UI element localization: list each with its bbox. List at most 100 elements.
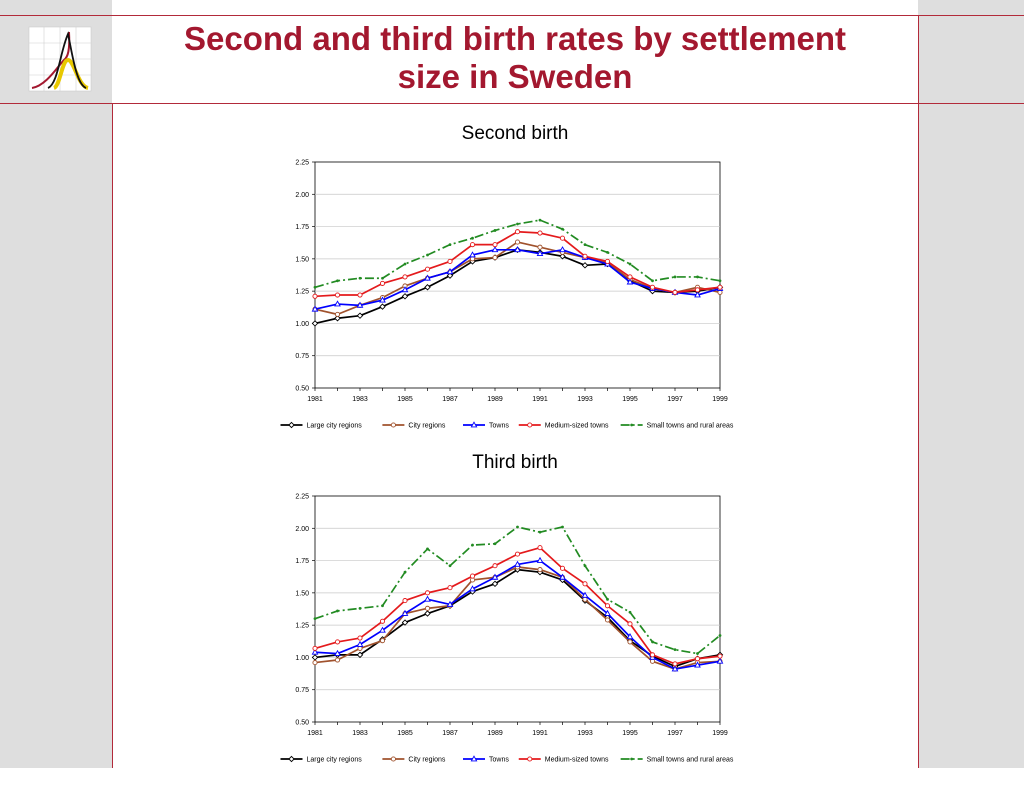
chart0-data-point-medium-sized-towns [379, 280, 386, 286]
chart0-data-point-medium-sized-towns [469, 242, 476, 248]
chart1-x-tick-label: 1999 [712, 730, 728, 737]
chart1-legend-marker-city-regions [390, 756, 396, 762]
chart0-data-point-small-towns-and-rural-areas [606, 251, 609, 254]
chart0-series-markers-medium-sized-towns [312, 229, 723, 299]
chart0-data-point-small-towns-and-rural-areas [561, 227, 564, 231]
chart0-x-tick-label: 1997 [667, 396, 683, 403]
chart1-y-tick-label: 2.00 [295, 526, 309, 533]
chart1-x-tick-label: 1995 [622, 730, 638, 737]
chart0-data-point-small-towns-and-rural-areas [651, 279, 654, 283]
chart1-legend: Large city regions City regions Towns Mediu… [280, 755, 734, 763]
chart1-data-point-small-towns-and-rural-areas [493, 542, 497, 546]
chart0-y-tick-label: 2.00 [295, 192, 309, 199]
chart1-data-point-city-regions [627, 639, 633, 645]
chart1-legend-marker-towns [470, 755, 478, 762]
chart1-data-point-medium-sized-towns [312, 645, 318, 651]
chart1-data-point-medium-sized-towns [672, 661, 678, 667]
chart0-legend-marker-large-city-regions [288, 421, 295, 429]
chart1-data-point-towns [559, 573, 566, 580]
chart0-data-point-medium-sized-towns [559, 235, 566, 241]
chart1-data-point-large-city-regions [311, 654, 319, 661]
chart0-data-point-large-city-regions [379, 303, 386, 310]
chart1-data-point-city-regions [334, 657, 341, 663]
chart0-data-point-towns [311, 305, 319, 312]
chart1-data-point-medium-sized-towns [379, 618, 386, 624]
chart0-data-point-towns [401, 286, 409, 293]
chart1-data-point-small-towns-and-rural-areas [426, 547, 429, 551]
top-divider-line [0, 15, 1024, 16]
chart1-data-point-small-towns-and-rural-areas [583, 564, 587, 568]
chart0-data-point-small-towns-and-rural-areas [403, 262, 407, 266]
chart0-data-point-large-city-regions [334, 315, 341, 322]
chart1-data-point-medium-sized-towns [424, 590, 431, 596]
chart1-data-point-medium-sized-towns [334, 639, 341, 645]
chart1-data-point-small-towns-and-rural-areas [651, 640, 654, 644]
chart1-data-point-medium-sized-towns [717, 653, 723, 659]
chart1-legend-label-towns: Towns [489, 756, 509, 763]
chart1-data-point-towns [716, 657, 724, 664]
chart1-data-point-small-towns-and-rural-areas [538, 530, 542, 534]
chart0-data-point-towns [446, 268, 454, 275]
chart1-data-point-towns [604, 609, 611, 616]
chart0-data-point-towns [334, 300, 341, 307]
page-title-line-2: size in Sweden [397, 58, 633, 95]
chart0-y-tick-label: 2.25 [295, 160, 309, 167]
demography-logo-icon [28, 26, 92, 92]
chart0-legend-label-medium-sized-towns: Medium-sized towns [545, 422, 609, 429]
chart0-data-point-medium-sized-towns [672, 289, 678, 295]
chart0-data-point-medium-sized-towns [312, 293, 318, 299]
chart1-data-point-medium-sized-towns [357, 635, 363, 641]
chart1-data-point-small-towns-and-rural-areas [358, 606, 362, 610]
chart0-data-point-large-city-regions [401, 293, 409, 300]
chart1-data-point-city-regions [424, 605, 431, 611]
chart1-data-point-small-towns-and-rural-areas [628, 610, 632, 614]
chart0-data-point-medium-sized-towns [582, 253, 588, 259]
chart1-data-point-small-towns-and-rural-areas [516, 525, 519, 529]
chart1-series-markers-medium-sized-towns [312, 545, 723, 667]
chart0-x-tick-label: 1995 [622, 396, 638, 403]
chart1-legend-label-city-regions: City regions [408, 756, 445, 763]
chart0-y-tick-label: 1.25 [295, 289, 309, 296]
chart1-x-tick-label: 1989 [487, 730, 503, 737]
left-side-panel [0, 0, 113, 768]
chart0-x-tick-label: 1987 [442, 396, 458, 403]
chart1-y-tick-label: 0.50 [295, 720, 309, 727]
chart0-legend-label-large-city-regions: Large city regions [307, 422, 363, 429]
chart0-data-point-city-regions [492, 255, 498, 261]
chart0-data-point-medium-sized-towns [334, 292, 341, 298]
page-title: Second and third birth rates by settleme… [112, 20, 918, 96]
chart1-data-point-towns [401, 609, 409, 616]
chart1-data-point-medium-sized-towns [627, 621, 633, 627]
chart1-data-point-towns [626, 633, 634, 640]
third-birth-chart: 0.50 0.75 1.00 1.25 1.50 1.75 2.00 2.25 1981 1983… [280, 494, 734, 763]
chart1-data-point-small-towns-and-rural-areas [471, 543, 474, 547]
chart0-data-point-city-regions [717, 289, 723, 295]
chart0-data-point-medium-sized-towns [447, 258, 453, 264]
chart0-legend-marker-medium-sized-towns [527, 422, 533, 428]
chart0-legend: Large city regions City regions Towns Mediu… [280, 421, 734, 429]
chart1-data-point-small-towns-and-rural-areas [403, 570, 407, 574]
chart1-data-point-towns [334, 649, 341, 656]
chart1-data-point-towns [581, 591, 589, 598]
chart0-data-point-small-towns-and-rural-areas [313, 285, 317, 289]
page-title-line-1: Second and third birth rates by settleme… [184, 20, 846, 57]
chart0-data-point-small-towns-and-rural-areas [426, 253, 429, 257]
chart1-data-point-small-towns-and-rural-areas [696, 652, 699, 655]
chart1-data-point-small-towns-and-rural-areas [673, 648, 677, 652]
chart1-legend-label-medium-sized-towns: Medium-sized towns [545, 756, 609, 763]
chart1-y-tick-label: 1.00 [295, 655, 309, 662]
chart1-data-point-towns [536, 556, 544, 563]
chart0-data-point-small-towns-and-rural-areas [718, 279, 722, 283]
chart0-data-point-small-towns-and-rural-areas [358, 276, 362, 280]
header-divider-line [0, 103, 1024, 104]
right-side-panel [918, 0, 1024, 768]
chart0-data-point-small-towns-and-rural-areas [516, 222, 519, 226]
chart1-data-point-towns [424, 595, 431, 602]
chart0-data-point-medium-sized-towns [402, 274, 408, 280]
chart0-data-point-towns [491, 246, 499, 253]
chart1-y-tick-label: 1.75 [295, 558, 309, 565]
chart1-data-point-small-towns-and-rural-areas [718, 634, 722, 637]
chart1-y-tick-label: 0.75 [295, 687, 309, 694]
chart1-data-point-medium-sized-towns [694, 656, 701, 662]
chart0-data-point-large-city-regions [356, 312, 364, 319]
